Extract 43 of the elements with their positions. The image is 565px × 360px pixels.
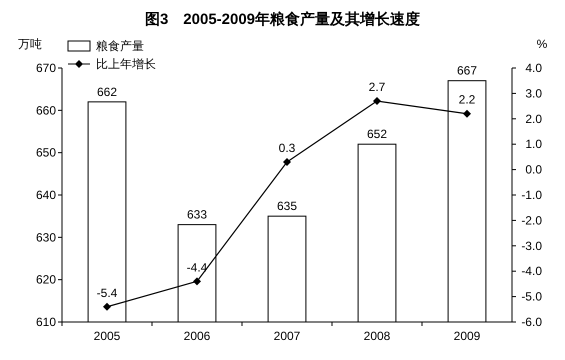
data-label: -4.4 [186, 260, 208, 274]
data-label: 0.3 [278, 140, 296, 155]
data-label: 635 [276, 199, 298, 214]
y2-axis-title: % [536, 37, 548, 51]
y-axis-title: 万吨 [18, 37, 42, 51]
legend-label: 比上年增长 [96, 57, 156, 71]
y2-tick-label: -3.0 [521, 238, 542, 253]
y-tick-label: 660 [36, 103, 56, 118]
x-tick-label: 2005 [94, 329, 121, 343]
point [283, 158, 291, 166]
data-label: 667 [456, 64, 478, 78]
y2-tick-label: -4.0 [521, 264, 542, 278]
x-tick-label: 2007 [274, 329, 301, 343]
y2-tick-label: 4.0 [525, 61, 542, 75]
y2-tick-label: -2.0 [521, 213, 542, 228]
data-label: 2.7 [368, 80, 386, 94]
legend-label: 粮食产量 [96, 39, 144, 53]
data-label: 2.2 [458, 92, 476, 107]
y2-tick-label: 1.0 [525, 137, 542, 152]
data-label: 662 [96, 84, 118, 99]
data-label: -5.4 [96, 286, 118, 300]
y2-tick-label: 3.0 [525, 86, 542, 100]
y-tick-label: 640 [36, 188, 56, 202]
y2-tick-label: -6.0 [521, 315, 542, 329]
chart-title: 图3 2005-2009年粮食产量及其增长速度 [144, 10, 420, 28]
data-label: 633 [186, 208, 208, 222]
x-tick-label: 2009 [454, 329, 481, 343]
point [103, 302, 111, 311]
point [193, 277, 201, 286]
y-tick-label: 620 [36, 272, 56, 287]
y-tick-label: 610 [36, 315, 56, 329]
y2-tick-label: 0.0 [525, 162, 542, 177]
x-tick-label: 2006 [184, 329, 211, 343]
y2-tick-label: 2.0 [525, 112, 542, 126]
y-tick-label: 630 [36, 230, 56, 244]
data-label: 652 [366, 127, 388, 142]
point [373, 97, 381, 106]
y2-tick-label: -5.0 [521, 290, 542, 304]
y2-tick-label: -1.0 [521, 188, 542, 202]
x-tick-label: 2008 [364, 329, 391, 343]
point [463, 110, 471, 118]
y-tick-label: 670 [36, 61, 56, 75]
y-tick-label: 650 [36, 146, 56, 160]
